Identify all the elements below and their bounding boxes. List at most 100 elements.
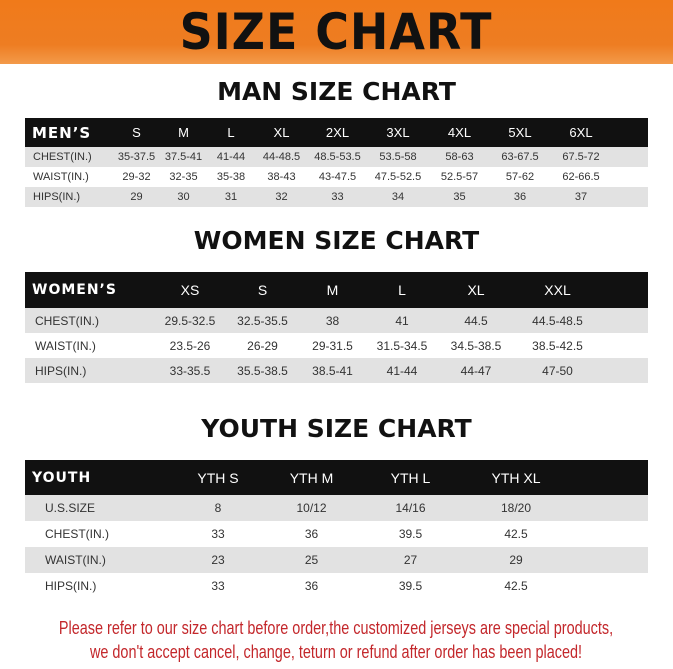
empty-cell [612,187,648,207]
size-header: YTH S [172,460,264,495]
measurement-cell: 52.5-57 [440,171,479,183]
size-header: S [227,272,298,308]
measurement-cell: 42.5 [504,527,528,541]
measurement-cell: 35-38 [216,171,246,183]
measurement-cell: 35.5-38.5 [227,358,298,383]
table-row: CHEST(IN.) 33 36 39.5 42.5 [25,521,648,547]
measurement-cell: 33 [211,527,225,541]
measurement-cell: 48.5-53.5 [308,147,367,167]
measurement-cell: 30 [160,187,207,207]
measurement-cell: 23 [172,547,264,573]
measurement-cell: 23.5-26 [169,338,211,353]
measurement-cell: 44.5 [437,308,515,333]
size-header: XS [153,272,227,308]
measurement-cell: 67.5-72 [550,147,612,167]
measurement-cell: 44-48.5 [255,147,308,167]
measurement-cell: 43-47.5 [318,171,357,183]
table-row: U.S.SIZE 8 10/12 14/16 18/20 [25,495,648,521]
women-chart-title: WOMEN SIZE CHART [193,226,480,255]
size-header: 6XL [550,118,612,147]
measurement-cell: 35 [429,187,490,207]
men-chart-title: MAN SIZE CHART [217,77,456,106]
size-header: M [298,272,367,308]
size-header: 3XL [367,118,429,147]
measurement-cell: 44.5-48.5 [515,308,600,333]
table-header-label: WOMEN’S [25,272,153,308]
measurement-cell: 29 [113,187,160,207]
measurement-cell: 41-44 [207,147,255,167]
measurement-cell: 29.5-32.5 [153,308,227,333]
measurement-cell: 10/12 [264,495,359,521]
measurement-cell: 33-35.5 [153,358,227,383]
measurement-cell: 38-43 [267,171,296,183]
size-header: 4XL [429,118,490,147]
size-header: S [113,118,160,147]
measurement-cell: 39.5 [398,579,423,593]
row-label: HIPS(IN.) [25,358,153,383]
size-header: 2XL [308,118,367,147]
size-header: XL [255,118,308,147]
table-row: HIPS(IN.) 33 36 39.5 42.5 [25,573,648,599]
measurement-cell: 37.5-41 [160,147,207,167]
measurement-cell: 25 [264,547,359,573]
table-header-row: YOUTH YTH S YTH M YTH L YTH XL [25,460,648,495]
measurement-cell: 42.5 [504,579,528,593]
men-size-table: MEN’S S M L XL 2XL 3XL 4XL 5XL 6XL CHEST(IN.) 35-37… [25,118,648,207]
empty-cell [600,308,648,333]
measurement-cell: 39.5 [398,527,423,541]
empty-cell [612,167,648,187]
size-header: XXL [515,272,600,308]
measurement-cell: 32.5-35.5 [227,308,298,333]
table-row: CHEST(IN.) 35-37.5 37.5-41 41-44 44-48.5 48.5… [25,147,648,167]
empty-cell [570,573,648,599]
table-row: CHEST(IN.) 29.5-32.5 32.5-35.5 38 41 44.5 44.5… [25,308,648,333]
measurement-cell: 47.5-52.5 [374,171,422,183]
empty-header [612,118,648,147]
empty-cell [570,495,648,521]
measurement-cell: 47-50 [515,358,600,383]
measurement-cell: 44-47 [437,358,515,383]
measurement-cell: 34.5-38.5 [450,338,502,353]
table-row: WAIST(IN.) 23 25 27 29 [25,547,648,573]
table-row: WAIST(IN.) 29-32 32-35 35-38 38-43 43-47.5 47.… [25,167,648,187]
empty-cell [612,147,648,167]
measurement-cell: 29-31.5 [312,338,353,353]
size-chart-banner: SIZE CHART [0,0,673,64]
row-label: WAIST(IN.) [25,547,172,573]
youth-size-table: YOUTH YTH S YTH M YTH L YTH XL U.S.SIZE 8 10/12… [25,460,648,599]
measurement-cell: 41-44 [367,358,437,383]
measurement-cell: 14/16 [359,495,462,521]
measurement-cell: 33 [211,579,225,593]
banner-title: SIZE CHART [180,3,493,61]
measurement-cell: 53.5-58 [367,147,429,167]
empty-header [570,460,648,495]
measurement-cell: 27 [359,547,462,573]
table-header-row: MEN’S S M L XL 2XL 3XL 4XL 5XL 6XL [25,118,648,147]
row-label: WAIST(IN.) [35,338,96,353]
measurement-cell: 18/20 [462,495,570,521]
measurement-cell: 37 [550,187,612,207]
table-row: HIPS(IN.) 29 30 31 32 33 34 35 36 37 [25,187,648,207]
empty-cell [600,333,648,358]
measurement-cell: 8 [172,495,264,521]
women-size-table: WOMEN’S XS S M L XL XXL CHEST(IN.) 29.5-32.5 32.5… [25,272,648,383]
size-header: 5XL [490,118,550,147]
table-row: HIPS(IN.) 33-35.5 35.5-38.5 38.5-41 41-44 44-… [25,358,648,383]
notice-line-1: Please refer to our size chart before or… [58,617,614,638]
measurement-cell: 29 [462,547,570,573]
row-label: CHEST(IN.) [25,308,153,333]
youth-chart-title: YOUTH SIZE CHART [201,414,472,443]
measurement-cell: 57-62 [505,171,535,183]
measurement-cell: 41 [367,308,437,333]
notice-line-2: we don't accept cancel, change, teturn o… [89,641,583,662]
measurement-cell: 32 [255,187,308,207]
measurement-cell: 62-66.5 [562,171,600,183]
measurement-cell: 32-35 [169,171,198,183]
measurement-cell: 38 [298,308,367,333]
row-label: CHEST(IN.) [25,147,113,167]
row-label: CHEST(IN.) [45,527,109,541]
size-header: L [207,118,255,147]
table-header-label: YOUTH [25,460,172,495]
table-header-label: MEN’S [25,118,113,147]
measurement-cell: 33 [308,187,367,207]
